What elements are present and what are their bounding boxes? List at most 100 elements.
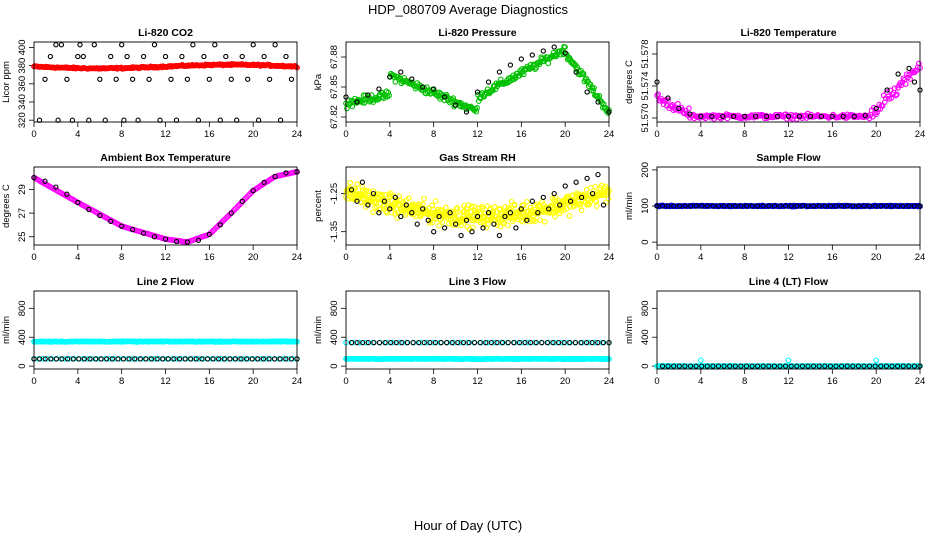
average-point [81,356,88,362]
x-tick-label: 4 [387,129,392,140]
average-point [883,363,890,369]
average-point [535,210,541,216]
extra-series-point [430,339,437,346]
average-point [665,95,671,101]
panel-title: Li-820 CO2 [138,27,193,39]
average-point [763,113,770,120]
average-point [659,203,666,209]
average-point [771,363,778,369]
panel-6: Sample Flow ml/min 0 4 8 12 16 20 24 0 100 200 [624,152,925,263]
average-point [889,363,895,369]
panel-7: Line 2 Flow ml/min 0 4 8 12 16 20 24 0 400 800 [1,276,302,387]
main-series-point [491,204,498,210]
y-tick-label: 51.570 [640,103,651,132]
average-point [600,339,607,346]
main-series-point [661,98,668,104]
average-point [760,363,766,369]
average-point [432,339,439,346]
average-point [774,113,781,120]
average-point [827,363,834,369]
average-point [796,113,803,120]
average-point [223,53,229,60]
average-point [162,236,169,242]
figure-x-label: Hour of Day (UTC) [413,518,523,533]
average-point [872,363,878,369]
main-series-point [354,181,360,188]
y-tick-label: -1.35 [329,221,340,243]
average-point [272,173,278,180]
average-point [64,356,71,362]
average-point [188,356,194,362]
average-point [243,356,250,362]
average-point [485,210,492,216]
average-point [238,356,244,362]
average-point [365,92,371,98]
average-point [485,79,492,85]
extra-series-point [525,339,531,346]
average-point [844,203,850,209]
average-point [665,203,671,209]
average-point [126,356,132,362]
average-point [906,203,912,209]
average-point [239,53,245,60]
y-tick-label: 0 [640,239,651,244]
average-point [866,203,873,209]
average-point [154,356,160,362]
average-point [477,339,483,346]
main-series-point [888,95,895,101]
main-series-point [578,207,585,214]
y-tick-label: 67.82 [329,105,340,129]
average-point [878,203,884,209]
average-point [108,53,114,60]
average-point [727,363,733,369]
x-tick-label: 20 [248,252,259,263]
average-point [184,239,191,245]
average-point [557,202,563,208]
main-series-point [493,209,500,216]
average-point [833,203,839,209]
average-point [414,221,420,227]
average-point [348,339,355,346]
average-point [755,203,761,209]
average-point [382,339,388,346]
average-point [911,363,918,369]
average-point [469,229,475,235]
main-series-point [545,60,552,67]
average-point [659,363,666,369]
average-point [682,363,688,369]
plot-frame [345,290,610,370]
x-tick-label: 4 [698,376,703,387]
average-point [206,76,212,82]
x-tick-label: 4 [75,376,80,387]
average-point [250,42,256,48]
average-point [398,69,404,75]
average-point [777,203,783,209]
average-point [447,210,453,216]
y-tick-label: 25 [17,231,28,242]
main-series-point [473,108,480,115]
y-tick-label: 0 [329,363,340,368]
average-point [551,44,557,50]
y-axis-label: ml/min [624,192,635,220]
main-series-point [421,195,427,202]
main-series-point [370,209,376,216]
average-point [108,218,114,225]
average-point [160,356,166,362]
plot-frame [33,41,298,123]
x-tick-label: 12 [160,252,171,263]
main-series-point [392,78,399,85]
y-tick-label: 100 [640,198,651,214]
average-point [693,203,699,209]
extra-series-point [424,339,430,346]
average-point [721,363,727,369]
average-point [466,339,472,346]
average-point [474,213,481,220]
average-point [260,356,267,362]
average-point [600,202,607,208]
x-tick-label: 20 [871,376,882,387]
average-point [443,339,450,346]
average-point [261,53,267,60]
average-point [595,99,601,105]
main-series-point [907,76,913,82]
average-point [199,356,205,362]
